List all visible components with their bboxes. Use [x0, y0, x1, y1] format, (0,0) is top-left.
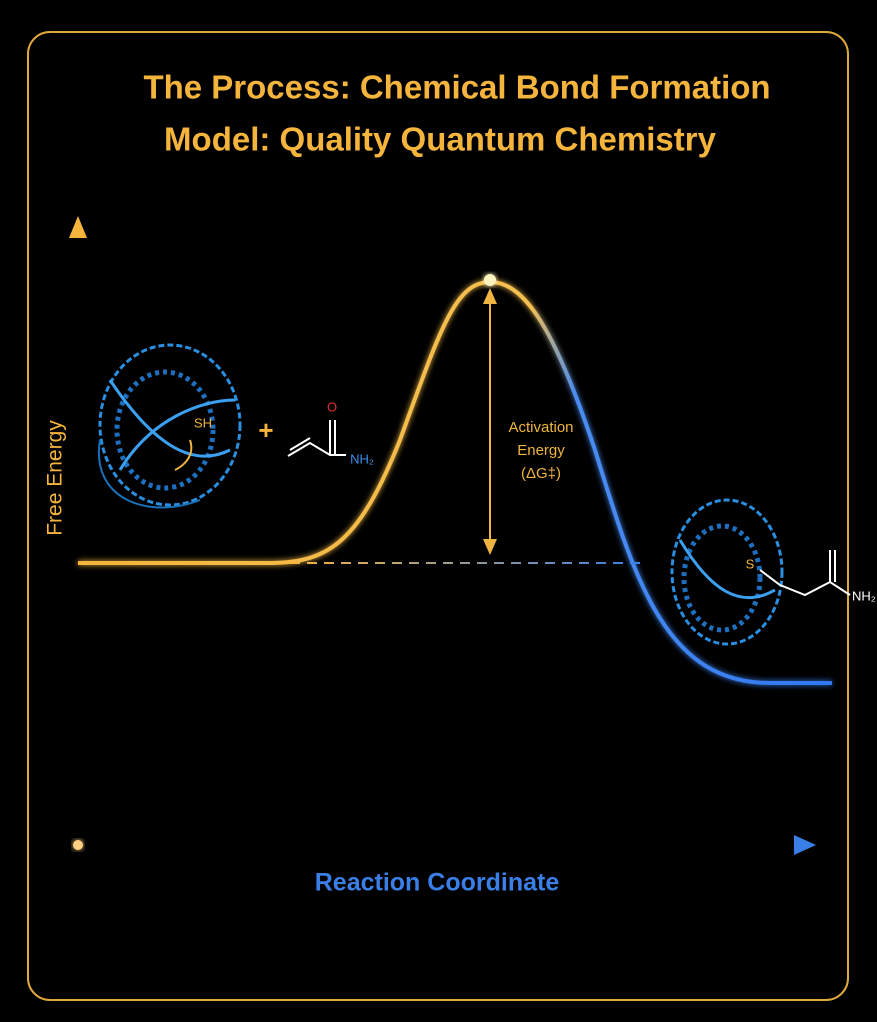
- carbonyl-bond: [829, 550, 836, 582]
- y-axis-label: Free Energy: [44, 420, 67, 536]
- annotation-line: (ΔG‡): [521, 465, 561, 482]
- y-axis-arrow: [69, 216, 87, 238]
- x-axis-arrow: [794, 835, 816, 855]
- annotation-line: Energy: [517, 442, 565, 459]
- thiol-label: SH: [194, 415, 212, 430]
- energy-curve: [78, 279, 832, 685]
- plus-sign: +: [258, 415, 273, 445]
- oxygen-label: O: [327, 399, 337, 414]
- subtitle: Model: Quality Quantum Chemistry: [164, 121, 717, 158]
- product-amine-label: NH₂: [852, 588, 876, 603]
- thiol-bond: [174, 439, 193, 471]
- amine-label: NH₂: [350, 451, 374, 466]
- transition-state-glow: [484, 274, 496, 286]
- annotation-line: Activation: [508, 419, 573, 436]
- origin-glow: [73, 840, 83, 850]
- title: The Process: Chemical Bond Formation: [143, 69, 770, 106]
- arrow-head-down: [483, 539, 497, 555]
- x-axis-label: Reaction Coordinate: [315, 869, 560, 897]
- sulfur-label: S: [746, 556, 755, 571]
- product-chain: [759, 569, 851, 597]
- reactant-protein: [97, 343, 242, 509]
- arrow-head-up: [483, 288, 497, 304]
- acrylamide: [287, 420, 346, 457]
- product-protein: [670, 498, 784, 646]
- frame: [27, 31, 849, 1001]
